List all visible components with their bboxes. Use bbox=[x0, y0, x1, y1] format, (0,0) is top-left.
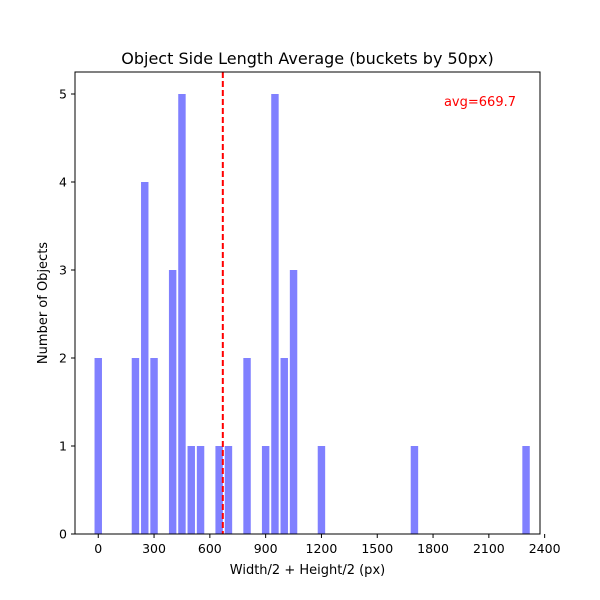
average-annotation: avg=669.7 bbox=[444, 95, 516, 110]
bar bbox=[150, 358, 158, 534]
bar bbox=[224, 446, 233, 534]
x-tick-label: 900 bbox=[254, 541, 278, 556]
bar bbox=[131, 358, 140, 534]
bar bbox=[280, 358, 288, 534]
y-tick-label: 0 bbox=[59, 527, 67, 542]
x-tick-label: 1800 bbox=[417, 541, 449, 556]
bar bbox=[271, 94, 279, 534]
y-tick-label: 4 bbox=[59, 175, 67, 190]
x-tick-label: 1200 bbox=[306, 541, 338, 556]
x-tick-label: 2100 bbox=[473, 541, 505, 556]
y-tick-label: 1 bbox=[59, 439, 67, 454]
bar bbox=[141, 182, 149, 534]
y-axis-label: Number of Objects bbox=[36, 242, 51, 364]
bar bbox=[243, 358, 251, 534]
y-tick-label: 2 bbox=[59, 351, 67, 366]
chart-title: Object Side Length Average (buckets by 5… bbox=[121, 49, 493, 68]
y-tick-label: 5 bbox=[59, 87, 67, 102]
bar bbox=[94, 358, 102, 534]
bar bbox=[317, 446, 326, 534]
bar bbox=[410, 446, 419, 534]
bar bbox=[187, 446, 195, 534]
bar bbox=[168, 270, 177, 534]
axes-frame bbox=[74, 71, 541, 535]
y-tick-label: 3 bbox=[59, 263, 67, 278]
bar bbox=[215, 446, 223, 534]
x-tick-label: 600 bbox=[198, 541, 222, 556]
bar bbox=[178, 94, 186, 534]
x-tick-label: 2400 bbox=[529, 541, 561, 556]
bar bbox=[522, 446, 530, 534]
x-axis-label: Width/2 + Height/2 (px) bbox=[230, 563, 385, 578]
bar bbox=[196, 446, 205, 534]
bar bbox=[289, 270, 298, 534]
x-tick-label: 0 bbox=[94, 541, 102, 556]
x-tick-label: 1500 bbox=[361, 541, 393, 556]
bars-group bbox=[94, 94, 530, 534]
bar bbox=[261, 446, 270, 534]
ticks-group: 0 300 600 900 1200 1500 1800 2100 2400 0 1 2 3 4 5 bbox=[59, 87, 561, 557]
x-tick-label: 300 bbox=[142, 541, 166, 556]
